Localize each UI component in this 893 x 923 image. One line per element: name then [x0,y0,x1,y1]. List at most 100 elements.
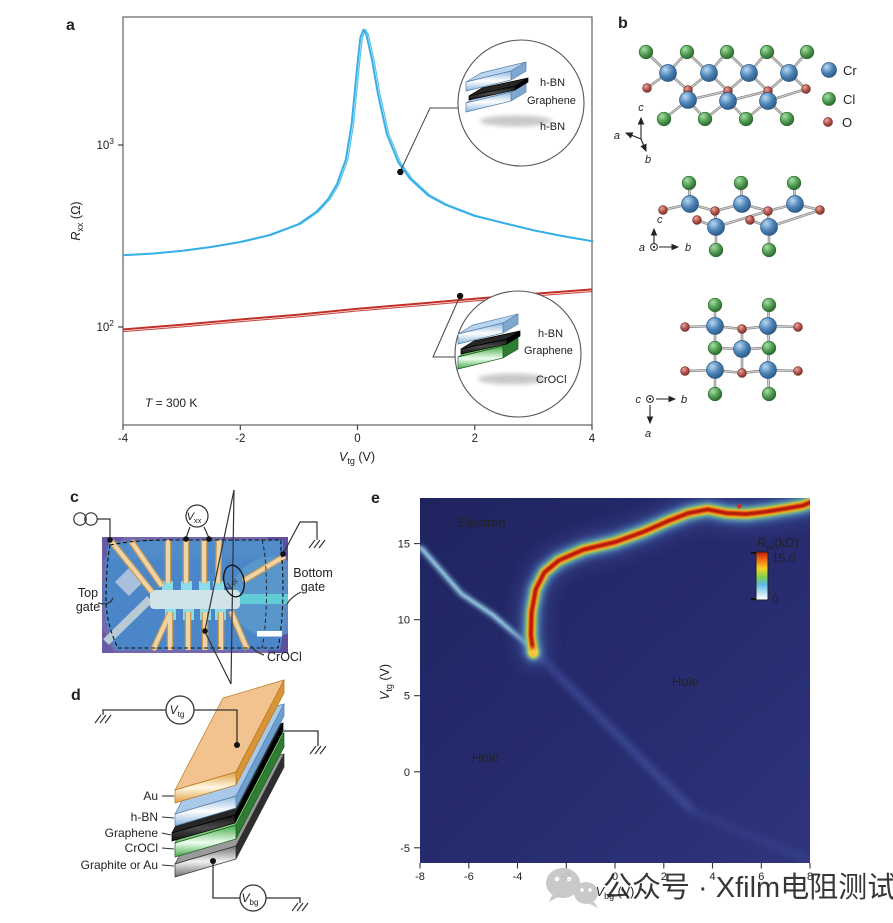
axes-marker-1: c a b [614,102,651,166]
atom-cr [759,92,777,110]
atom-cl [761,242,777,258]
svg-text:a: a [614,130,620,142]
panel-b-label: b [618,15,628,32]
atom-cl [719,44,735,60]
bottom-gate-strip [238,594,288,604]
slab-front-face [171,814,236,842]
axes-marker-2: c a b [639,214,691,254]
colorbar-title: Rxx(kΩ) [757,536,798,552]
panel-c-wires [97,489,318,685]
atom-o [692,215,702,225]
legend-o-dot [823,117,833,127]
crocl-dashed-outline [105,539,284,649]
legend-cr-dot [821,62,837,78]
bond [768,209,821,228]
bond [715,210,769,228]
ground-symbol-d1 [94,714,112,724]
atom-cl [697,111,713,127]
panel-e-label: e [371,490,380,507]
electrodes [109,539,287,651]
panel-c-labels: Top gate Bottom gate CrOCl [76,566,333,664]
svg-text:c: c [657,214,663,226]
panel-c: c [70,489,333,685]
layer-labels: Au h-BN Graphene CrOCl Graphite or Au [81,789,159,872]
wechat-icon [546,868,598,908]
atom-o [737,324,747,334]
panel-a-label: a [66,17,75,34]
svg-text:a: a [639,242,645,254]
svg-text:102: 102 [96,318,114,334]
svg-text:4: 4 [589,433,596,445]
atom-cl [761,386,777,402]
curve-hbn [122,28,593,257]
atom-cr [659,64,677,82]
atom-cr [740,64,758,82]
slab-front-face [457,345,504,370]
axes-marker-3: c b a [636,394,688,440]
svg-text:-4: -4 [118,433,129,445]
atom-cr [719,92,737,110]
ridge-speck [737,504,742,509]
panel-a-ytick-labels: 103 102 [96,136,114,334]
atom-o [658,205,668,215]
region-labels: Electron Hole Hole [458,515,699,765]
atom-cl [707,386,723,402]
atom-cl [707,340,723,356]
vxx-label: Vxx [187,511,202,525]
svg-text:15: 15 [398,539,410,551]
atom-cl [786,175,802,191]
leader-bottom [432,295,461,358]
colorbar: Rxx(kΩ) 15.0 0 [751,536,798,606]
hole-region-label-right: Hole [672,674,699,689]
ground-symbol-d2 [309,745,327,755]
panel-a-ylabel: Rxx (Ω) [69,201,85,240]
svg-text:-4: -4 [513,871,523,883]
atom-o [737,368,747,378]
atom-cr [706,361,724,379]
vtg-label: Vtg [170,703,185,719]
legend-cl-dot [822,92,836,106]
slab-front-face [465,70,512,92]
svg-text:c: c [638,102,644,114]
leader-top [399,107,458,173]
atom-cl [761,297,777,313]
atom-cl [779,111,795,127]
atom-o [793,322,803,332]
svg-text:5: 5 [404,691,410,703]
inset-crocl-device: h-BN Graphene CrOCl [454,290,582,418]
atom-cr [733,195,751,213]
svg-text:Top: Top [78,586,98,600]
svg-text:4: 4 [709,871,715,883]
device-stack [171,679,285,878]
svg-text:CrOCl: CrOCl [267,650,302,664]
atom-cl [707,297,723,313]
svg-text:8: 8 [807,871,813,883]
crystal-structure-side-view [658,175,825,258]
slab-front-face [174,795,237,827]
hole-region-label-left: Hole [472,750,499,765]
atom-cl [761,340,777,356]
atom-cl [799,44,815,60]
panel-d-wires [102,709,319,903]
inset-hbn-device: h-BN Graphene h-BN [457,39,585,167]
contact-dot [234,742,240,748]
panel-e-xlabel: Vbg (V) [596,885,635,901]
panel-d: d Vtg Vbg Au h-BN Graphene CrOCl Graphit… [71,679,327,912]
panel-e: e 15 10 5 0 -5 -8 -6 -4 -2 0 [371,490,813,901]
atom-cr [759,317,777,335]
heatmap-features [420,498,810,863]
atom-o [793,366,803,376]
atom-o [801,84,811,94]
svg-text:Bottom: Bottom [293,566,333,580]
atom-cl [638,44,654,60]
svg-text:0: 0 [354,433,360,445]
atom-cl [733,175,749,191]
panel-c-label: c [70,489,79,506]
watermark: 公众号 · Xfilm电阻测试 [546,868,893,908]
slab-front-face [174,824,237,858]
svg-text:-8: -8 [415,871,425,883]
svg-text:b: b [685,242,691,254]
svg-text:-5: -5 [400,843,410,855]
